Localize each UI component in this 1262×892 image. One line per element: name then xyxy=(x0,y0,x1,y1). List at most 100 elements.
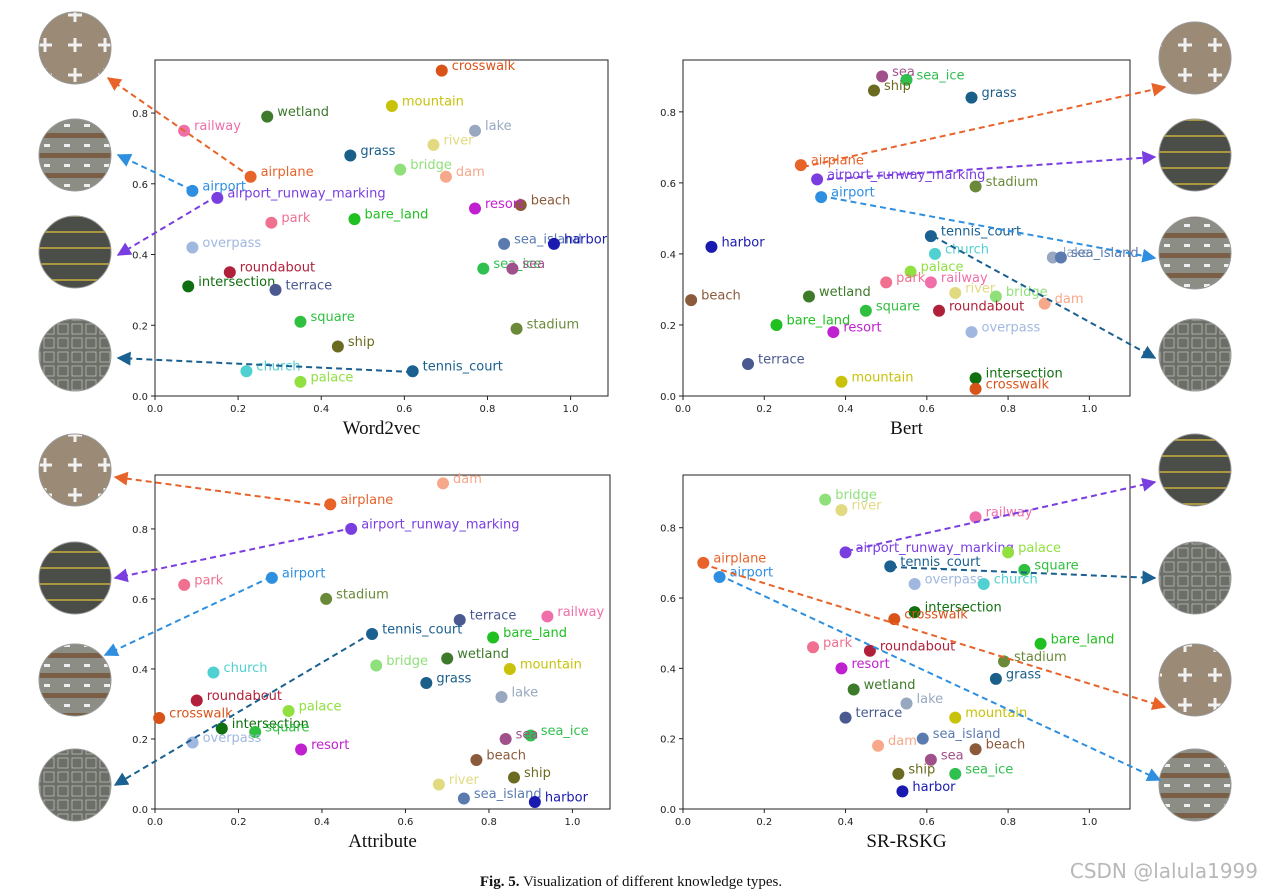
point xyxy=(827,326,840,339)
point xyxy=(908,606,921,619)
point xyxy=(969,511,982,524)
x-tick-label: 0.2 xyxy=(756,817,772,828)
point-label: bridge xyxy=(1006,285,1048,300)
point-label: harbor xyxy=(545,790,589,805)
point-label: mountain xyxy=(851,370,913,385)
point-label: airplane xyxy=(340,493,393,508)
tennis-court-image xyxy=(1158,541,1232,615)
point xyxy=(933,304,946,317)
x-tick-label: 0.0 xyxy=(147,404,163,415)
x-tick-label: 0.2 xyxy=(231,817,247,828)
point xyxy=(470,753,483,766)
point xyxy=(498,237,511,250)
point-label: overpass xyxy=(203,731,262,746)
point-label: square xyxy=(310,310,354,325)
point-label: tennis_court xyxy=(382,622,462,637)
runway-image xyxy=(38,215,112,289)
arrow xyxy=(932,235,1157,359)
point-label: wetland xyxy=(457,647,509,662)
y-tick-label: 0.6 xyxy=(132,595,148,606)
point xyxy=(989,290,1002,303)
point-label: airport xyxy=(202,179,246,194)
point xyxy=(190,694,203,707)
y-tick-label: 0.2 xyxy=(660,735,676,746)
runway-image xyxy=(38,541,112,615)
point-label: square xyxy=(1034,558,1078,573)
x-tick-label: 0.8 xyxy=(1000,404,1016,415)
point xyxy=(1054,251,1067,264)
plot-frame xyxy=(682,474,1131,810)
airplane-image xyxy=(1158,21,1232,95)
y-tick-label: 0.6 xyxy=(132,180,148,191)
point-label: sea_island xyxy=(514,232,582,247)
point xyxy=(265,571,278,584)
point-label: stadium xyxy=(336,587,389,602)
x-tick-label: 0.0 xyxy=(675,817,691,828)
point-label: terrace xyxy=(758,353,805,368)
point-label: palace xyxy=(921,260,964,275)
point-label: lake xyxy=(917,692,944,707)
point xyxy=(223,266,236,279)
point xyxy=(989,672,1002,685)
point-label: palace xyxy=(299,699,342,714)
airplane-image xyxy=(38,11,112,85)
point-label: mountain xyxy=(520,657,582,672)
point-label: bridge xyxy=(410,158,452,173)
point-label: airport_runway_marking xyxy=(361,517,519,532)
airplane-image xyxy=(38,433,112,507)
point xyxy=(892,767,905,780)
point xyxy=(900,697,913,710)
point-label: resort xyxy=(485,197,523,212)
point-label: airplane xyxy=(811,154,864,169)
point xyxy=(884,560,897,573)
point xyxy=(495,690,508,703)
point xyxy=(835,662,848,675)
x-tick-label: 0.0 xyxy=(147,817,163,828)
point-label: grass xyxy=(360,144,395,159)
point-label: railway xyxy=(194,119,241,134)
point xyxy=(178,578,191,591)
point-label: park xyxy=(194,573,224,588)
point xyxy=(998,655,1011,668)
point xyxy=(261,110,274,123)
point-label: beach xyxy=(531,194,571,209)
point xyxy=(348,213,361,226)
point xyxy=(427,138,440,151)
point-label: church xyxy=(945,242,989,257)
y-tick-label: 0.6 xyxy=(660,594,676,605)
point xyxy=(949,711,962,724)
point xyxy=(295,743,308,756)
point-label: beach xyxy=(486,748,526,763)
point xyxy=(900,73,913,86)
point-label: tennis_court xyxy=(900,555,980,570)
point xyxy=(949,286,962,299)
x-axis-label: Attribute xyxy=(348,831,417,852)
point xyxy=(770,318,783,331)
point xyxy=(547,237,560,250)
x-tick-label: 0.8 xyxy=(481,817,497,828)
point xyxy=(182,280,195,293)
point-label: airport xyxy=(282,566,326,581)
point-label: sea_ice xyxy=(541,724,589,739)
point-label: palace xyxy=(1018,541,1061,556)
point xyxy=(928,247,941,260)
point-label: roundabout xyxy=(240,261,315,276)
point xyxy=(924,276,937,289)
point xyxy=(859,304,872,317)
arrow xyxy=(103,576,272,656)
point-label: dam xyxy=(456,165,485,180)
point-label: crosswalk xyxy=(452,59,516,74)
point-label: intersection xyxy=(925,601,1002,616)
point xyxy=(506,262,519,275)
tennis-court-image xyxy=(38,748,112,822)
caption: Fig. 5. Visualization of different knowl… xyxy=(480,874,782,890)
arrow xyxy=(846,477,1157,552)
y-tick-label: 0.4 xyxy=(660,250,676,261)
point-label: ship xyxy=(908,762,935,777)
x-tick-label: 1.0 xyxy=(564,817,580,828)
point xyxy=(1038,297,1051,310)
point xyxy=(385,99,398,112)
point xyxy=(439,170,452,183)
point xyxy=(839,546,852,559)
